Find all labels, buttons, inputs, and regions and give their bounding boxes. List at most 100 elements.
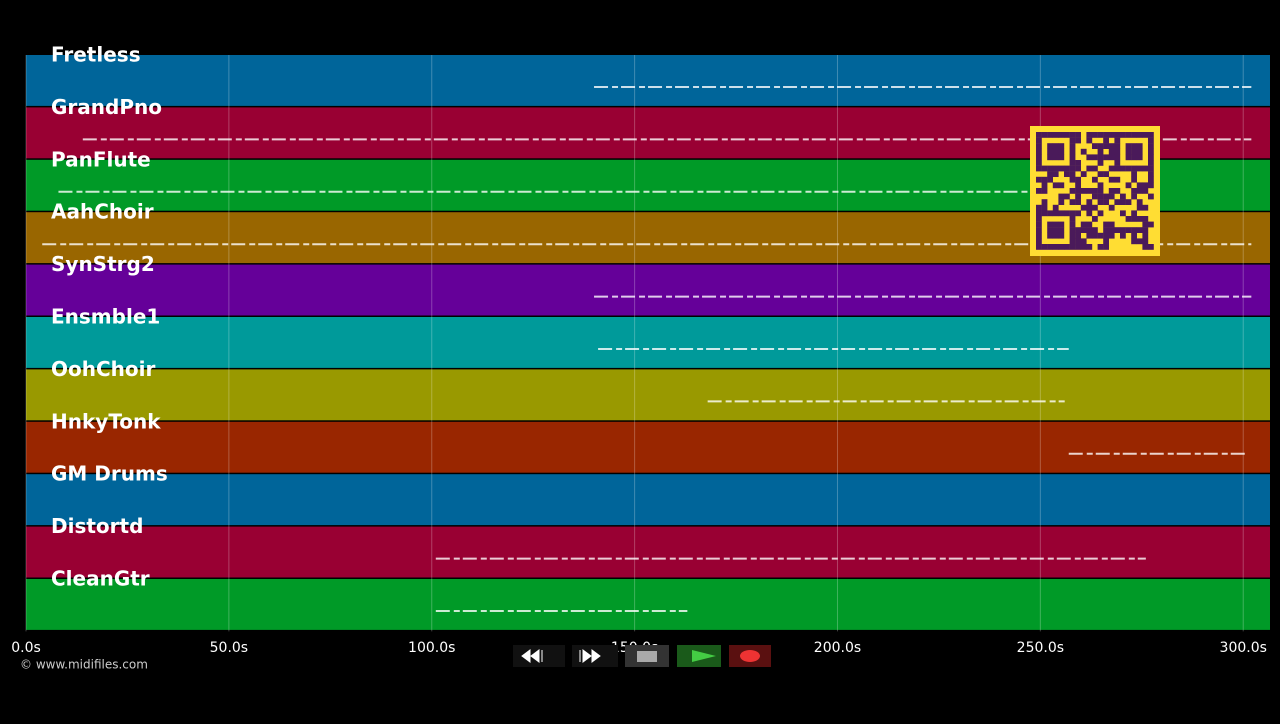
qr-module (1108, 154, 1115, 161)
qr-module (1108, 165, 1115, 172)
qr-module (1036, 221, 1042, 228)
qr-module (1047, 165, 1053, 172)
track-name: OohChoir (51, 357, 155, 381)
qr-module (1131, 216, 1137, 222)
qr-module (1092, 204, 1098, 211)
qr-module (1069, 221, 1076, 228)
qr-module (1097, 182, 1104, 189)
qr-module (1086, 227, 1093, 233)
qr-module (1047, 171, 1053, 177)
qr-module (1142, 238, 1149, 245)
qr-module (1047, 221, 1053, 228)
qr-module (1075, 210, 1081, 217)
track-lane (26, 264, 1270, 316)
qr-module (1052, 148, 1059, 155)
qr-module (1058, 143, 1065, 149)
qr-module (1069, 232, 1076, 239)
qr-module (1136, 143, 1143, 149)
qr-module (1064, 244, 1070, 250)
qr-module (1131, 188, 1137, 194)
play-icon (692, 650, 716, 662)
qr-module (1058, 199, 1065, 205)
qr-module (1069, 210, 1076, 217)
qr-module (1086, 165, 1093, 172)
qr-module (1142, 216, 1149, 222)
record-icon (740, 650, 760, 662)
qr-module (1108, 204, 1115, 211)
qr-module (1036, 227, 1042, 233)
qr-module (1047, 227, 1053, 233)
qr-module (1148, 193, 1154, 200)
qr-module (1036, 244, 1042, 250)
qr-module (1097, 193, 1104, 200)
qr-module (1064, 210, 1070, 217)
qr-module (1108, 132, 1115, 138)
qr-module (1080, 148, 1087, 155)
qr-module (1075, 232, 1081, 239)
qr-module (1120, 193, 1126, 200)
qr-module (1036, 176, 1042, 183)
qr-module (1058, 221, 1065, 228)
qr-module (1136, 188, 1143, 194)
qr-module (1120, 227, 1126, 233)
qr-module (1052, 132, 1059, 138)
qr-module (1069, 165, 1076, 172)
track-lane (26, 421, 1270, 473)
qr-module (1142, 182, 1149, 189)
qr-module (1092, 143, 1098, 149)
qr-module (1052, 171, 1059, 177)
x-tick-label: 300.0s (1220, 640, 1267, 656)
qr-module (1114, 154, 1121, 161)
qr-module (1052, 227, 1059, 233)
qr-module (1097, 232, 1104, 239)
qr-module (1080, 227, 1087, 233)
qr-module (1047, 132, 1053, 138)
track-name: HnkyTonk (51, 409, 161, 433)
track-name: CleanGtr (51, 567, 150, 591)
qr-module (1136, 204, 1143, 211)
qr-module (1148, 132, 1154, 138)
qr-module (1052, 165, 1059, 172)
qr-module (1097, 210, 1104, 217)
qr-module (1058, 182, 1065, 189)
qr-module (1047, 143, 1053, 149)
qr-module (1069, 154, 1076, 161)
qr-module (1108, 193, 1115, 200)
qr-module (1131, 176, 1137, 183)
qr-module (1052, 143, 1059, 149)
qr-module (1080, 188, 1087, 194)
qr-module (1092, 188, 1098, 194)
qr-module (1080, 221, 1087, 228)
qr-module (1036, 137, 1042, 144)
qr-module (1097, 171, 1104, 177)
qr-module (1069, 160, 1076, 166)
qr-module (1036, 232, 1042, 239)
qr-module (1047, 154, 1053, 161)
qr-module (1064, 193, 1070, 200)
qr-module (1052, 204, 1059, 211)
qr-module (1092, 154, 1098, 161)
qr-module (1114, 143, 1121, 149)
qr-module (1125, 182, 1132, 189)
qr-module (1086, 188, 1093, 194)
qr-module (1092, 165, 1098, 172)
qr-module (1142, 244, 1149, 250)
qr-module (1120, 210, 1126, 217)
qr-module (1148, 165, 1154, 172)
stop-icon (637, 651, 657, 662)
rewind-icon (521, 649, 543, 663)
qr-module (1041, 210, 1048, 217)
x-tick-label: 0.0s (11, 640, 41, 656)
qr-module (1125, 148, 1132, 155)
qr-module (1148, 160, 1154, 166)
qr-module (1052, 154, 1059, 161)
qr-module (1148, 182, 1154, 189)
qr-module (1036, 210, 1042, 217)
qr-module (1103, 171, 1109, 177)
qr-module (1036, 165, 1042, 172)
qr-module (1114, 160, 1121, 166)
track-lane (26, 369, 1270, 421)
qr-module (1097, 244, 1104, 250)
qr-module (1069, 238, 1076, 245)
